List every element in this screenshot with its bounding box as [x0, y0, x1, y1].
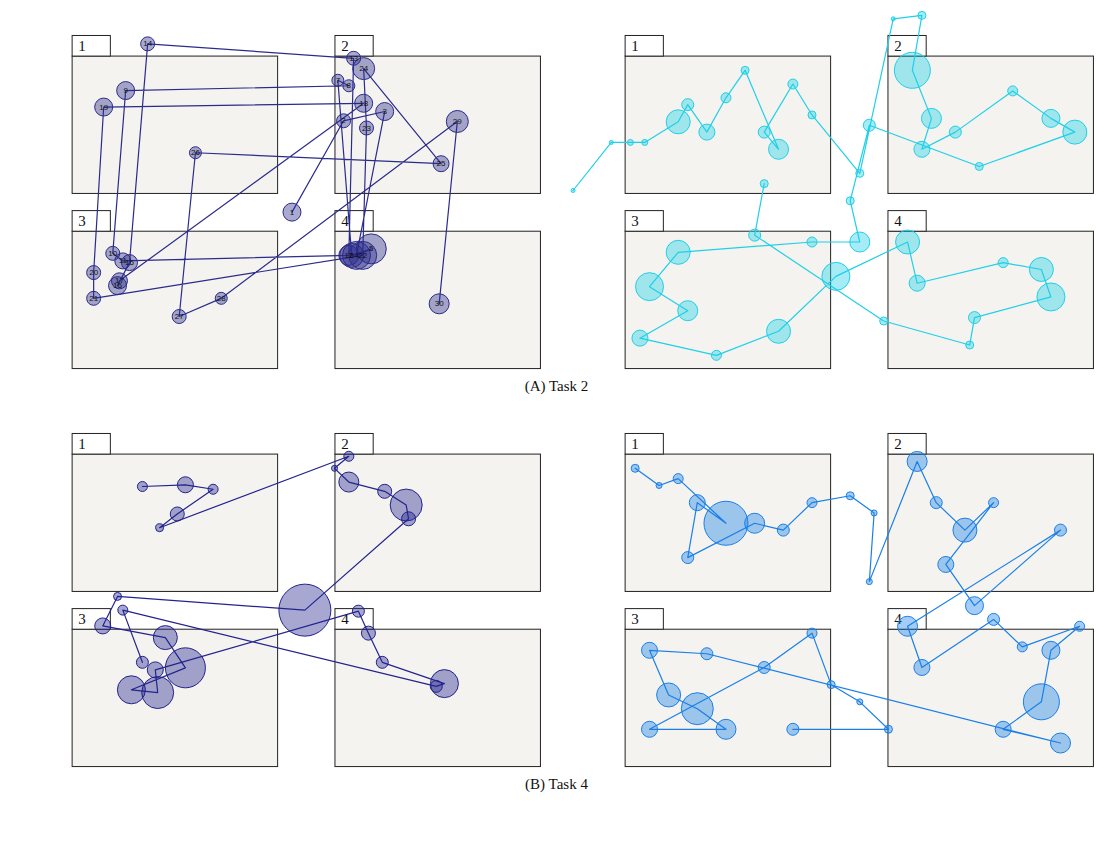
svg-text:28: 28	[217, 294, 226, 303]
svg-text:24: 24	[359, 64, 368, 73]
svg-text:25: 25	[437, 159, 446, 168]
svg-text:10: 10	[108, 249, 117, 258]
svg-text:3: 3	[78, 611, 86, 627]
svg-text:9: 9	[123, 86, 128, 95]
svg-text:27: 27	[175, 312, 184, 321]
svg-text:26: 26	[191, 148, 200, 157]
svg-text:16: 16	[113, 281, 122, 291]
svg-text:2: 2	[341, 38, 349, 54]
svg-text:20: 20	[89, 268, 98, 277]
svg-text:17: 17	[115, 276, 124, 285]
svg-text:8: 8	[347, 81, 352, 90]
svg-text:2: 2	[341, 116, 346, 125]
svg-text:1: 1	[78, 436, 86, 452]
svg-text:11: 11	[118, 256, 127, 266]
svg-text:4: 4	[894, 611, 902, 628]
svg-text:3: 3	[382, 107, 387, 116]
svg-text:3: 3	[631, 611, 639, 627]
svg-text:1: 1	[631, 38, 639, 54]
svg-text:23: 23	[362, 124, 371, 133]
svg-text:4: 4	[354, 251, 359, 260]
svg-text:22: 22	[358, 251, 367, 260]
svg-text:1: 1	[631, 436, 639, 452]
svg-text:7: 7	[336, 76, 341, 85]
svg-text:4: 4	[341, 611, 349, 628]
svg-text:4: 4	[894, 213, 902, 229]
svg-text:3: 3	[78, 213, 86, 229]
html-text:(A) Task 2: (A) Task 2	[524, 378, 589, 394]
svg-text:15: 15	[125, 258, 134, 267]
svg-text:1: 1	[290, 208, 295, 217]
svg-text:30: 30	[435, 299, 444, 308]
svg-text:13: 13	[349, 54, 358, 63]
html-text:(B) Task 4: (B) Task 4	[525, 776, 588, 792]
svg-text:29: 29	[453, 117, 462, 126]
svg-text:14: 14	[143, 39, 152, 48]
svg-text:18: 18	[359, 99, 368, 108]
svg-text:3: 3	[631, 213, 639, 229]
svg-text:12: 12	[344, 251, 353, 260]
svg-text:1: 1	[78, 38, 86, 54]
svg-text:2: 2	[341, 436, 349, 452]
svg-text:5: 5	[369, 244, 374, 253]
svg-text:2: 2	[894, 436, 902, 452]
svg-text:4: 4	[341, 213, 349, 230]
svg-text:21: 21	[89, 294, 98, 303]
svg-text:2: 2	[894, 38, 902, 54]
svg-text:19: 19	[99, 103, 108, 112]
